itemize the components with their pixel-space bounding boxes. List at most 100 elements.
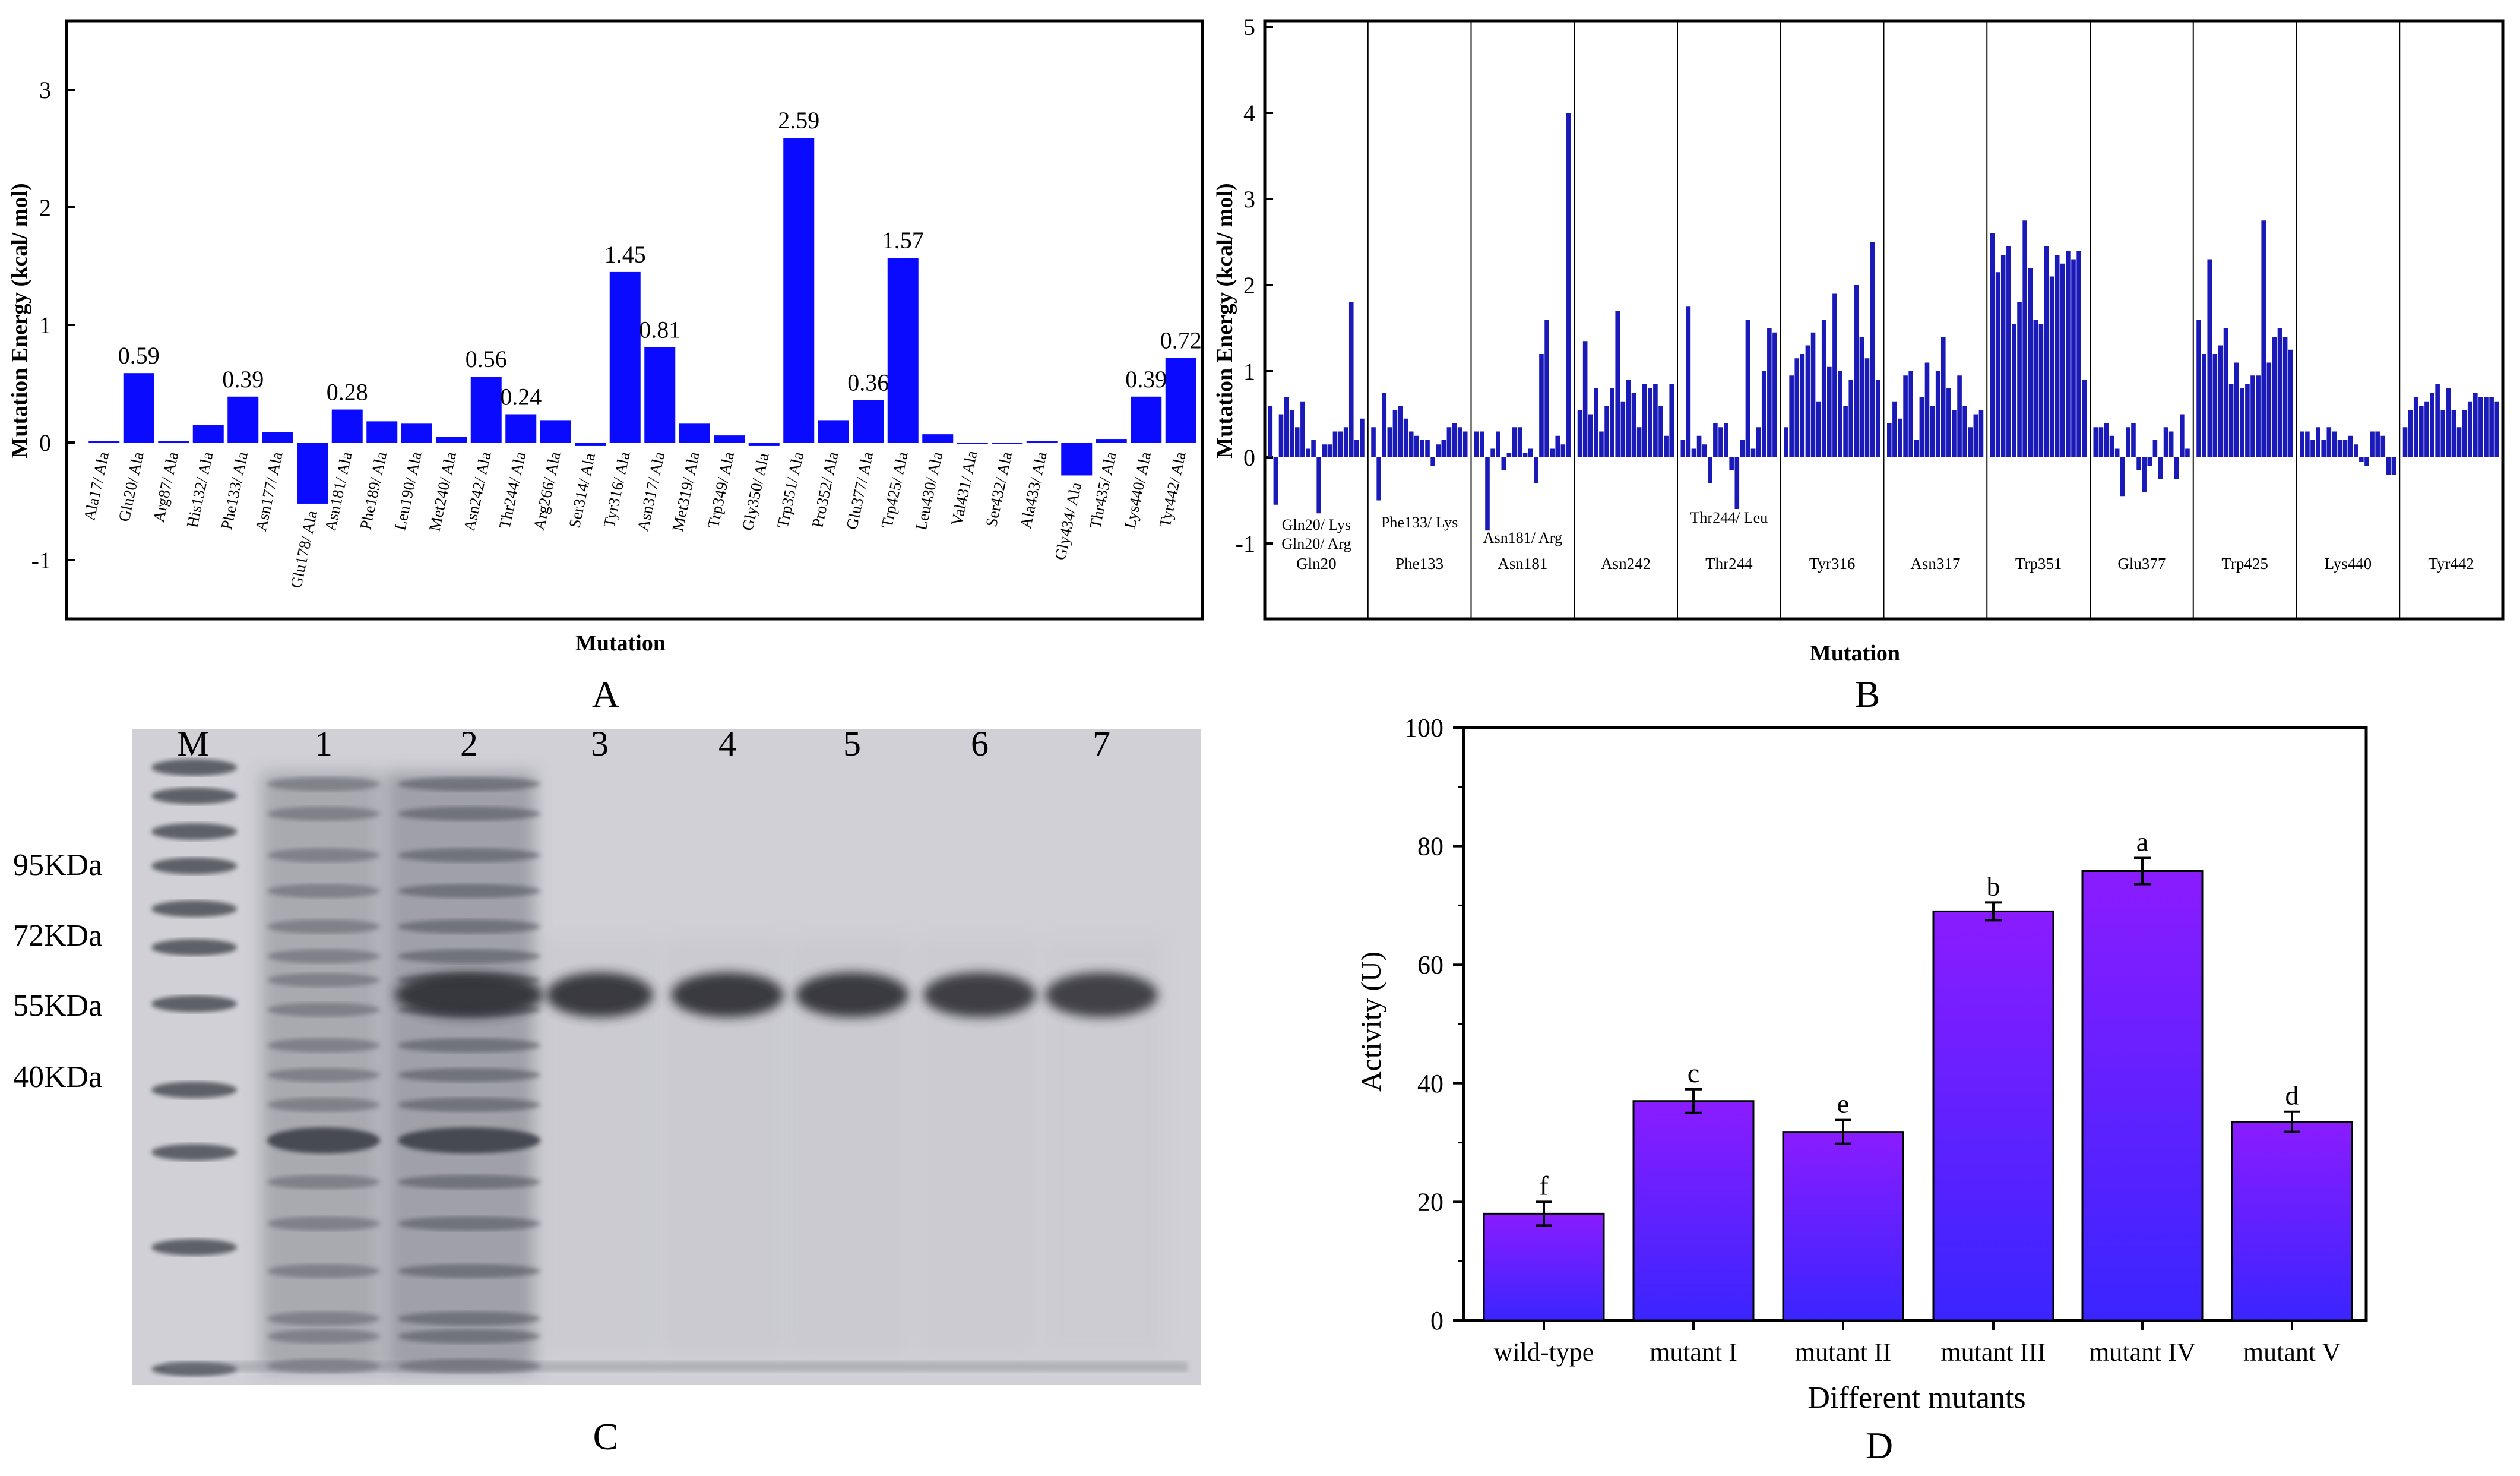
- panel-b-bar: [1544, 320, 1549, 457]
- panel-b-annotation: Gln20/ Lys: [1282, 516, 1351, 533]
- panel-b-bar: [2212, 354, 2218, 457]
- panel-a-bar: [714, 435, 745, 443]
- gel-target-band: [671, 972, 784, 1017]
- panel-a-bar: [1165, 358, 1196, 443]
- panel-b-bar: [2066, 251, 2071, 457]
- gel-lysate-band: [398, 1329, 540, 1344]
- panel-b-bar: [2054, 255, 2060, 457]
- panel-b-bar: [1898, 418, 1902, 457]
- panel-a-category-label: Met319/ Ala: [669, 450, 703, 533]
- panel-b-bar: [1940, 337, 1946, 457]
- panel-b-bar: [2321, 440, 2326, 457]
- panel-c-gel: M 1 2 3 4 5 6 7 95KDa 72KDa 55KDa 40KDa C: [13, 724, 1201, 1458]
- panel-b-bar: [2440, 410, 2446, 457]
- gel-marker-band: [151, 995, 237, 1012]
- panel-b-bar: [1702, 444, 1707, 457]
- panel-b-bar: [2375, 431, 2380, 457]
- panel-b-bar: [1870, 242, 1875, 457]
- panel-b-bar: [1930, 406, 1935, 457]
- panel-d-category-labels: wild-type mutant I mutant II mutant III muta…: [1494, 1320, 2341, 1367]
- panel-a-category-label: Gln20/ Ala: [115, 450, 147, 523]
- panel-d-category-label: mutant I: [1650, 1338, 1737, 1367]
- panel-d-significance-letter: f: [1539, 1170, 1549, 1200]
- panel-a-category-label: Glu178/ Ala: [287, 509, 321, 590]
- panel-b-bar: [1371, 427, 1376, 457]
- panel-a-bar: [957, 443, 988, 444]
- panel-b-bar: [2174, 457, 2179, 479]
- panel-b-bar: [1306, 448, 1310, 457]
- panel-b-bar: [1496, 431, 1500, 457]
- gel-lysate-band: [267, 1003, 380, 1017]
- panel-a-data-label: 0.72: [1160, 327, 1202, 353]
- panel-a-category-label: Met240/ Ala: [426, 450, 460, 533]
- gel-lysate-band: [267, 1329, 380, 1344]
- panel-b-bar: [2288, 349, 2293, 457]
- panel-d-y-tick-label: 20: [1417, 1187, 1443, 1216]
- panel-b-y-tick-label: 5: [1243, 14, 1255, 40]
- panel-d-y-tick-label: 100: [1404, 713, 1443, 742]
- panel-b-label: B: [1855, 673, 1880, 715]
- panel-b-bar: [1821, 320, 1826, 457]
- panel-d-bar: [2231, 1121, 2353, 1322]
- panel-b-bar: [1615, 311, 1620, 457]
- panel-d-category-label: mutant IV: [2089, 1338, 2196, 1367]
- panel-b-bars: [1268, 113, 2499, 531]
- gel-lysate-band: [267, 1216, 380, 1231]
- panel-a-category-label: Val431/ Ala: [948, 449, 981, 527]
- panel-b-bar: [2489, 397, 2494, 457]
- panel-a-category-label: Ala17/ Ala: [80, 450, 112, 522]
- panel-a-category-label: Gly350/ Ala: [739, 451, 773, 532]
- panel-b-bar: [2104, 423, 2109, 457]
- panel-b-bar: [2163, 427, 2168, 457]
- panel-a-bar: [992, 443, 1023, 444]
- panel-a-category-label: Lys440/ Ala: [1120, 450, 1154, 530]
- panel-b-bar: [2326, 427, 2332, 457]
- gel-lane-labels: M 1 2 3 4 5 6 7: [177, 724, 1110, 763]
- gel-lysate-band: [267, 949, 380, 963]
- panel-b-bar: [1420, 440, 1424, 457]
- panel-b-bar: [1724, 423, 1728, 457]
- panel-d-bar: [2081, 870, 2204, 1322]
- panel-b-bar: [1376, 457, 1381, 501]
- panel-d-bar: [1932, 910, 2054, 1322]
- panel-b-bar: [1273, 457, 1278, 505]
- panel-b-bar: [2142, 457, 2147, 492]
- panel-b-bar: [2131, 423, 2136, 457]
- panel-b-bar: [2316, 427, 2320, 457]
- panel-b-group-label: Trp425: [2221, 555, 2268, 573]
- panel-b-bar: [2456, 427, 2462, 457]
- panel-b-bar: [1658, 406, 1663, 457]
- panel-d-bar: [1483, 1212, 1605, 1322]
- panel-b-bar: [1745, 320, 1750, 457]
- gel-lane-label: M: [177, 724, 208, 763]
- panel-b-bar: [1827, 366, 1832, 457]
- panel-b-group-label: Asn181: [1498, 555, 1547, 573]
- panel-b-bar: [1343, 427, 1348, 457]
- panel-d-category-label: mutant II: [1795, 1338, 1892, 1367]
- gel-marker-band: [151, 900, 237, 917]
- panel-a-data-label: 0.28: [327, 379, 368, 406]
- panel-b-bar: [2223, 328, 2228, 457]
- panel-b-bar: [1534, 457, 1538, 483]
- panel-b-bar: [1599, 431, 1604, 457]
- panel-b-bar: [2300, 431, 2304, 457]
- panel-b-bar: [2022, 220, 2027, 457]
- gel-lysate-band: [398, 1264, 540, 1278]
- panel-b-bar: [2033, 320, 2038, 457]
- panel-b-bar: [1577, 410, 1582, 457]
- panel-b-bar: [1360, 418, 1365, 457]
- panel-a-bar: [609, 271, 641, 443]
- panel-a-category-label: Pro352/ Ala: [808, 450, 841, 529]
- panel-a-data-label: 0.81: [639, 317, 680, 343]
- panel-a-category-label: Thr244/ Ala: [495, 450, 529, 530]
- panel-b-bar: [2402, 427, 2408, 457]
- gel-lysate-band: [398, 1038, 540, 1053]
- panel-b-bar: [1294, 427, 1300, 457]
- panel-b-bar: [1756, 427, 1761, 457]
- panel-b-bar: [1648, 388, 1652, 457]
- panel-b-bar: [2000, 255, 2006, 457]
- gel-lysate-band: [398, 1311, 540, 1326]
- panel-a-bar: [158, 441, 189, 444]
- gel-lane-label: 6: [971, 724, 989, 763]
- panel-b-bar: [2359, 457, 2364, 462]
